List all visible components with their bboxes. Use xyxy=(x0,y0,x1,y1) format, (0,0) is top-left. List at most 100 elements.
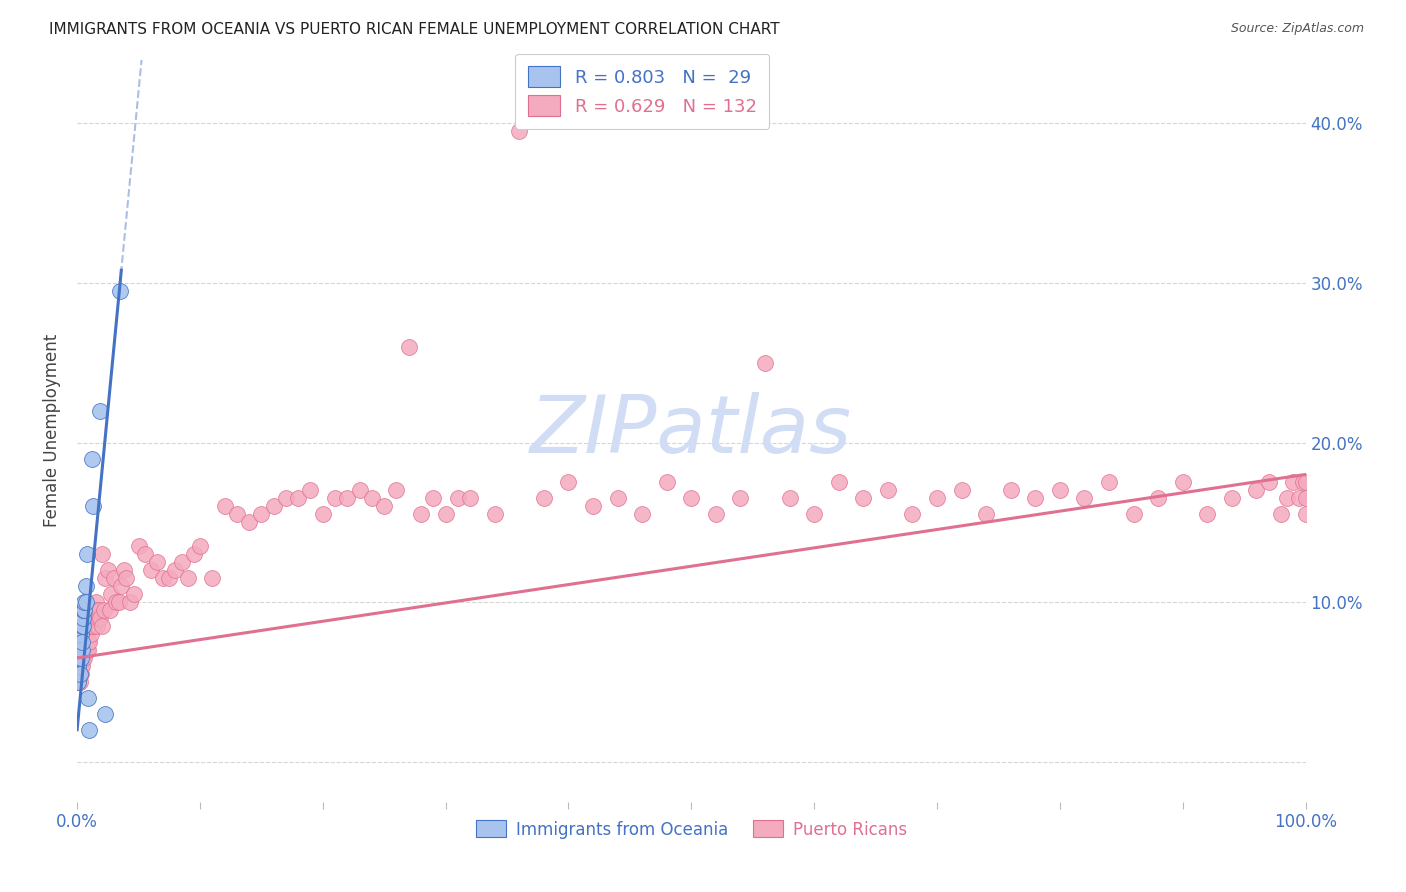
Point xyxy=(250,508,273,522)
Point xyxy=(83,611,105,625)
Point xyxy=(115,571,138,585)
Point xyxy=(1000,483,1022,498)
Point xyxy=(582,500,605,514)
Point xyxy=(79,627,101,641)
Point xyxy=(80,619,103,633)
Point xyxy=(108,284,131,298)
Point xyxy=(349,483,371,498)
Point xyxy=(82,619,104,633)
Point xyxy=(84,603,107,617)
Point xyxy=(1197,508,1219,522)
Point xyxy=(69,667,91,681)
Point xyxy=(122,587,145,601)
Point xyxy=(312,508,335,522)
Point xyxy=(1024,491,1046,506)
Point xyxy=(67,659,90,673)
Point xyxy=(299,483,322,498)
Point xyxy=(422,491,444,506)
Point xyxy=(70,635,93,649)
Point xyxy=(165,563,187,577)
Point xyxy=(1147,491,1170,506)
Point xyxy=(128,539,150,553)
Point xyxy=(89,611,111,625)
Point xyxy=(77,643,100,657)
Point xyxy=(1257,475,1279,490)
Point xyxy=(170,555,193,569)
Point xyxy=(77,690,100,705)
Point xyxy=(409,508,432,522)
Point xyxy=(67,667,90,681)
Point xyxy=(75,643,97,657)
Point xyxy=(447,491,470,506)
Point xyxy=(287,491,309,506)
Point xyxy=(73,635,96,649)
Point xyxy=(73,595,96,609)
Point xyxy=(69,627,91,641)
Point xyxy=(852,491,875,506)
Point xyxy=(67,674,90,689)
Point xyxy=(72,643,94,657)
Point xyxy=(112,563,135,577)
Point xyxy=(1098,475,1121,490)
Point xyxy=(1122,508,1144,522)
Point xyxy=(108,595,131,609)
Point xyxy=(93,603,115,617)
Point xyxy=(373,500,395,514)
Point xyxy=(79,723,101,737)
Point xyxy=(458,491,481,506)
Point xyxy=(80,451,103,466)
Point xyxy=(69,643,91,657)
Point xyxy=(876,483,898,498)
Point xyxy=(631,508,654,522)
Point xyxy=(146,555,169,569)
Point xyxy=(225,508,247,522)
Point xyxy=(238,516,260,530)
Point xyxy=(925,491,948,506)
Point xyxy=(94,706,117,721)
Point xyxy=(1171,475,1194,490)
Point xyxy=(188,539,211,553)
Point xyxy=(69,643,91,657)
Point xyxy=(77,635,100,649)
Point xyxy=(90,619,112,633)
Point xyxy=(779,491,801,506)
Point xyxy=(76,547,98,561)
Point xyxy=(110,579,132,593)
Point xyxy=(157,571,180,585)
Point xyxy=(214,500,236,514)
Point xyxy=(67,651,90,665)
Point xyxy=(67,651,90,665)
Point xyxy=(950,483,973,498)
Point xyxy=(72,651,94,665)
Point xyxy=(754,356,776,370)
Point xyxy=(72,635,94,649)
Point xyxy=(398,340,420,354)
Point xyxy=(1282,475,1305,490)
Point xyxy=(201,571,224,585)
Point xyxy=(70,635,93,649)
Point xyxy=(183,547,205,561)
Point xyxy=(974,508,997,522)
Point xyxy=(274,491,297,506)
Point xyxy=(361,491,384,506)
Text: Source: ZipAtlas.com: Source: ZipAtlas.com xyxy=(1230,22,1364,36)
Point xyxy=(70,619,93,633)
Point xyxy=(1220,491,1243,506)
Point xyxy=(79,619,101,633)
Point xyxy=(69,651,91,665)
Point xyxy=(1295,508,1317,522)
Point xyxy=(69,627,91,641)
Point xyxy=(1275,491,1298,506)
Point xyxy=(73,643,96,657)
Point xyxy=(118,595,141,609)
Point xyxy=(75,595,97,609)
Point xyxy=(76,643,98,657)
Point xyxy=(176,571,198,585)
Point xyxy=(79,635,101,649)
Point xyxy=(89,603,111,617)
Point xyxy=(69,635,91,649)
Point xyxy=(67,659,90,673)
Point xyxy=(1270,508,1292,522)
Point xyxy=(263,500,285,514)
Point xyxy=(73,603,96,617)
